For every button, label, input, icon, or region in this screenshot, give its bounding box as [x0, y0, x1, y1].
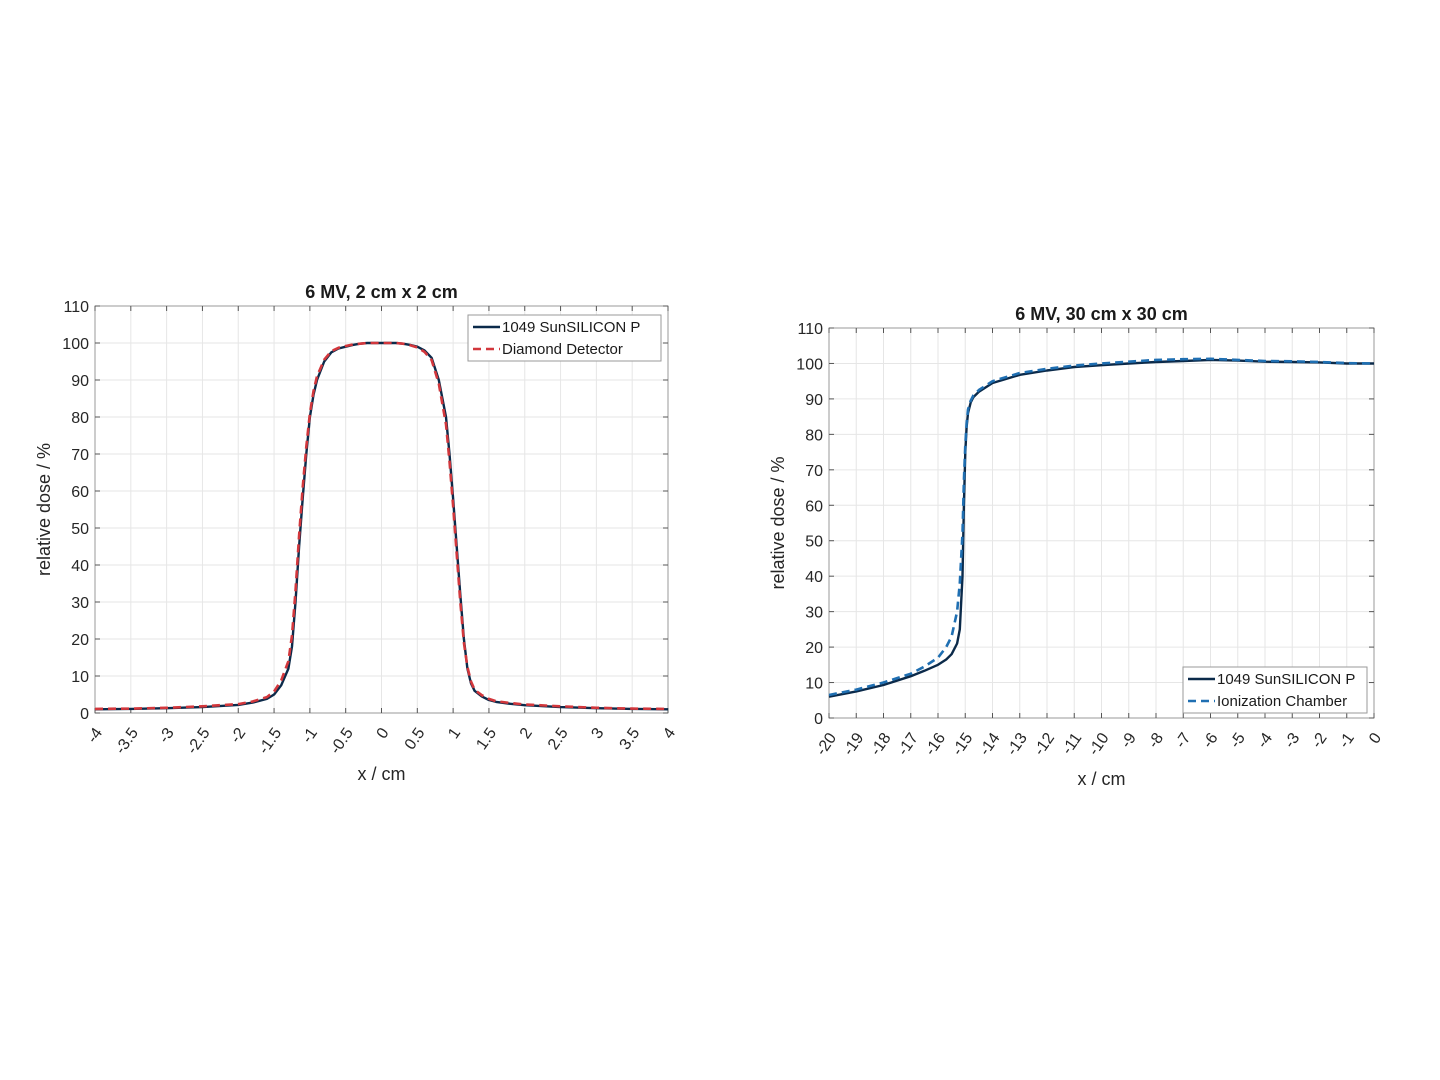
chart-left-2cm-field: -4 -3.5 -3 -2.5 -2 -1.5 -1 -0.5 0 0.5 1 1.5 2 2.5 3 3.5… — [34, 282, 679, 784]
y-tick-label: 30 — [805, 605, 823, 622]
x-tick-label: -8 — [1145, 730, 1167, 751]
legend-label-0: 1049 SunSILICON P — [1217, 671, 1355, 688]
x-tick-label: -14 — [976, 730, 1003, 759]
x-tick-label: -1 — [299, 725, 321, 746]
x-tick-label: -6 — [1200, 730, 1222, 751]
chart-right-30cm-field: -20 -19 -18 -17 -16 -15 -14 -13 -12 -11 -10 -9 -8 -7-… — [768, 304, 1385, 789]
x-tick-label: -20 — [813, 730, 840, 759]
x-tick-label: -0.5 — [327, 725, 357, 757]
x-tick-label: -11 — [1059, 730, 1086, 758]
y-tick-label: 0 — [80, 706, 89, 723]
x-tick-label: -16 — [922, 730, 949, 759]
legend-label-0: 1049 SunSILICON P — [502, 319, 640, 336]
x-tick-label: -19 — [840, 730, 867, 759]
y-tick-label: 0 — [814, 711, 823, 728]
y-tick-label: 10 — [805, 676, 823, 693]
legend-label-1: Diamond Detector — [502, 341, 623, 358]
x-tick-label: -15 — [949, 730, 976, 759]
y-tick-label: 60 — [805, 498, 823, 515]
y-tick-label: 100 — [62, 336, 89, 353]
x-tick-label: -5 — [1227, 730, 1249, 751]
y-axis-label: relative dose / % — [768, 456, 788, 589]
y-tick-label: 20 — [805, 640, 823, 657]
y-tick-label: 40 — [805, 569, 823, 586]
y-tick-label: 70 — [71, 447, 89, 464]
x-tick-label: -10 — [1085, 730, 1112, 759]
x-tick-label: -2 — [227, 725, 249, 746]
series-line-1 — [94, 341, 669, 711]
y-tick-label: 80 — [71, 410, 89, 427]
y-tick-label: 20 — [71, 632, 89, 649]
x-tick-label: -2 — [1309, 730, 1331, 751]
y-tick-label: 70 — [805, 463, 823, 480]
x-tick-label: 3.5 — [617, 725, 644, 753]
x-tick-label: -4 — [84, 725, 106, 746]
chart-title: 6 MV, 30 cm x 30 cm — [1015, 304, 1187, 324]
x-axis-label: x / cm — [1078, 769, 1126, 789]
x-tick-label: -3 — [1281, 730, 1303, 751]
x-tick-label: 2.5 — [545, 725, 572, 753]
y-tick-label: 60 — [71, 484, 89, 501]
x-tick-label: -18 — [867, 730, 894, 759]
x-tick-label: 1.5 — [473, 725, 500, 753]
y-axis-label: relative dose / % — [34, 443, 54, 576]
y-tick-label: 50 — [71, 521, 89, 538]
x-tick-label: -7 — [1172, 730, 1194, 751]
y-tick-label: 100 — [796, 356, 823, 373]
chart-title: 6 MV, 2 cm x 2 cm — [305, 282, 457, 302]
legend-box — [1182, 666, 1368, 714]
x-tick-label: 4 — [660, 725, 679, 742]
y-tick-label: 50 — [805, 534, 823, 551]
x-axis-label: x / cm — [358, 764, 406, 784]
x-tick-label: -13 — [1004, 730, 1031, 759]
y-tick-label: 30 — [71, 595, 89, 612]
x-tick-label: 0.5 — [402, 725, 429, 753]
x-tick-label: 2 — [517, 725, 536, 742]
x-tick-label: 0 — [1366, 730, 1385, 747]
legend-label-1: Ionization Chamber — [1217, 693, 1347, 710]
x-tick-label: -9 — [1118, 730, 1140, 751]
y-tick-label: 90 — [805, 392, 823, 409]
x-tick-label: 3 — [588, 725, 607, 742]
x-tick-label: -3.5 — [112, 725, 142, 757]
y-tick-label: 10 — [71, 669, 89, 686]
y-tick-label: 80 — [805, 427, 823, 444]
x-tick-label: -1.5 — [255, 725, 285, 757]
x-tick-label: -1 — [1336, 730, 1358, 751]
x-tick-label: -12 — [1031, 730, 1058, 759]
series-line-1 — [828, 357, 1375, 697]
y-tick-label: 110 — [63, 299, 89, 316]
x-tick-label: -17 — [895, 730, 922, 759]
y-tick-label: 110 — [797, 321, 823, 338]
x-tick-label: -2.5 — [184, 725, 214, 757]
x-tick-label: -3 — [156, 725, 178, 746]
x-tick-label: -4 — [1254, 730, 1276, 751]
legend-box — [467, 314, 662, 362]
y-tick-label: 90 — [71, 373, 89, 390]
x-tick-label: 1 — [445, 725, 464, 742]
x-tick-label: 0 — [374, 725, 393, 742]
y-tick-label: 40 — [71, 558, 89, 575]
